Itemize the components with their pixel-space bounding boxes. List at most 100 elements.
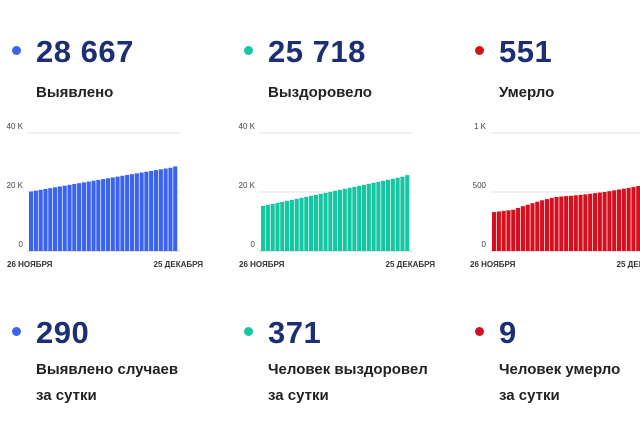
recovered-daily-label-2: за сутки <box>268 387 329 404</box>
recovered-bar <box>361 184 367 251</box>
deaths-y-tick-label: 500 <box>473 181 487 190</box>
detected-bar <box>129 174 135 251</box>
deaths-bar <box>564 196 569 251</box>
recovered-bar <box>366 183 371 251</box>
recovered-bar <box>381 180 386 251</box>
recovered-bar <box>280 201 285 251</box>
recovered-x-end-label: 25 ДЕКАБРЯ <box>386 260 436 269</box>
recovered-bar <box>275 202 280 251</box>
deaths-bar <box>492 212 497 251</box>
detected-bar <box>168 167 173 251</box>
recovered-bar <box>390 178 395 251</box>
detected-total: 28 667 <box>36 34 134 69</box>
recovered-bar <box>265 204 270 251</box>
detected-y-tick-label: 40 K <box>7 122 24 131</box>
recovered-bar <box>285 200 290 251</box>
deaths-bar <box>592 193 598 251</box>
recovered-bar <box>270 203 275 251</box>
detected-bar <box>62 185 67 251</box>
detected-bar <box>43 188 48 251</box>
detected-daily: 290 <box>36 315 90 350</box>
recovered-bar <box>313 194 318 251</box>
deaths-bar <box>525 204 530 251</box>
deaths-bar <box>626 187 631 251</box>
recovered-y-tick-label: 0 <box>251 240 256 249</box>
recovered-bar <box>261 205 266 251</box>
detected-x-start-label: 26 НОЯБРЯ <box>7 260 53 269</box>
recovered-bar <box>376 181 381 251</box>
deaths-bar <box>535 201 540 251</box>
detected-y-tick-label: 0 <box>19 240 24 249</box>
recovered-bar <box>294 198 299 251</box>
panel-detected: 28 667 Выявлено 0 20 K 40 K 26 НОЯБРЯ 25 ДЕК… <box>0 0 225 426</box>
deaths-bar <box>496 211 501 251</box>
recovered-y-tick-label: 40 K <box>239 122 256 131</box>
deaths-bar <box>621 188 626 251</box>
detected-bar <box>105 178 111 251</box>
detected-daily-label-2: за сутки <box>36 387 97 404</box>
deaths-bar <box>544 199 549 251</box>
recovered-bar <box>342 188 347 251</box>
detected-bar <box>86 181 91 251</box>
deaths-bar <box>554 196 559 251</box>
recovered-bar <box>352 186 357 251</box>
detected-bar <box>57 186 62 251</box>
recovered-bar <box>304 196 309 251</box>
deaths-bar <box>530 203 535 251</box>
detected-bar <box>139 172 144 251</box>
detected-bar <box>120 175 125 251</box>
detected-bar <box>153 170 159 251</box>
detected-bar <box>38 189 43 251</box>
recovered-bar <box>347 187 352 251</box>
recovered-bar <box>395 177 400 251</box>
recovered-bar <box>323 192 328 251</box>
deaths-bar <box>573 195 578 251</box>
recovered-bar <box>337 189 343 251</box>
recovered-bar <box>299 197 304 251</box>
deaths-dot <box>475 46 484 55</box>
deaths-total: 551 <box>499 34 553 69</box>
detected-bar <box>144 171 149 251</box>
detected-bar <box>125 174 130 251</box>
detected-bar <box>77 183 82 251</box>
detected-bar <box>110 177 115 251</box>
detected-bar <box>48 188 53 251</box>
recovered-daily-dot <box>244 327 253 336</box>
deaths-bar <box>612 190 617 251</box>
recovered-bar <box>318 193 323 251</box>
deaths-daily: 9 <box>499 315 517 350</box>
deaths-total-label: Умерло <box>499 84 555 101</box>
deaths-bar <box>631 187 636 251</box>
deaths-daily-label-2: за сутки <box>499 387 560 404</box>
deaths-bar <box>597 192 602 251</box>
detected-bar <box>53 187 58 251</box>
detected-bar <box>173 166 178 251</box>
deaths-bar <box>516 207 521 251</box>
detected-bar <box>149 170 154 251</box>
recovered-daily-label-1: Человек выздоровел <box>268 361 428 378</box>
recovered-dot <box>244 46 253 55</box>
deaths-x-start-label: 26 НОЯБРЯ <box>470 260 516 269</box>
detected-bar <box>101 179 106 251</box>
detected-bar <box>96 179 101 251</box>
deaths-bar <box>616 189 622 251</box>
detected-y-tick-label: 20 K <box>7 181 24 190</box>
detected-bar <box>33 190 38 251</box>
deaths-daily-dot <box>475 327 484 336</box>
deaths-bar <box>511 209 516 251</box>
recovered-bar <box>333 190 338 251</box>
detected-total-label: Выявлено <box>36 84 114 101</box>
deaths-bar <box>583 194 588 251</box>
recovered-bar <box>400 176 405 251</box>
recovered-bar <box>289 199 294 251</box>
recovered-y-tick-label: 20 K <box>239 181 256 190</box>
recovered-bar <box>385 179 391 251</box>
deaths-bar <box>520 206 525 251</box>
deaths-bar <box>568 195 574 251</box>
detected-chart: 0 20 K 40 K 26 НОЯБРЯ 25 ДЕКАБРЯ <box>7 122 204 269</box>
deaths-bar <box>501 210 506 251</box>
detected-bar <box>67 184 72 251</box>
recovered-daily: 371 <box>268 315 322 350</box>
deaths-bar <box>578 194 583 251</box>
